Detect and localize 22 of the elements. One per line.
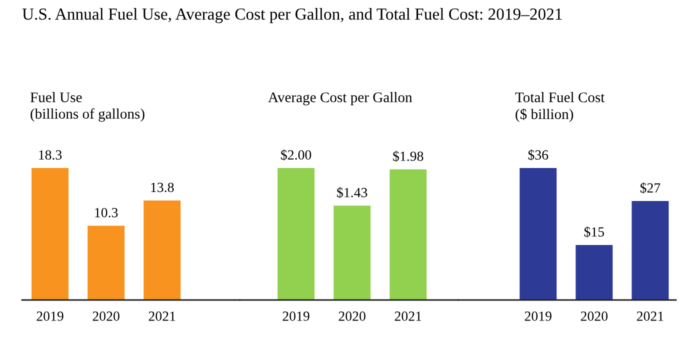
data-label: $36 xyxy=(528,149,548,161)
text: U.S. Annual Fuel Use, Average Cost per Gallon, and Total Fuel Cost: 2019–2021 xyxy=(22,8,562,24)
data-label: $1.43 xyxy=(337,187,368,198)
x-tick-label: 2020 xyxy=(338,312,366,321)
x-tick-label: 2021 xyxy=(148,312,176,321)
data-label: 10.3 xyxy=(95,208,118,218)
data-label: 18.3 xyxy=(39,150,62,160)
data-label: $1.98 xyxy=(393,150,424,162)
data-label: $2.00 xyxy=(281,149,312,161)
x-tick-label: 2021 xyxy=(394,312,422,321)
x-tick-label: 2020 xyxy=(92,312,120,321)
x-tick-label: 2020 xyxy=(580,312,608,321)
data-label: $15 xyxy=(584,226,604,238)
chart-title: Fuel Use (billions of gallons) xyxy=(30,92,144,122)
chart-title: Average Cost per Gallon xyxy=(268,92,412,106)
x-tick-label: 2019 xyxy=(524,312,552,321)
data-label: 13.8 xyxy=(151,182,174,192)
data-label: $27 xyxy=(640,182,660,194)
chart-title: Total Fuel Cost ($ billion) xyxy=(515,92,605,122)
x-tick-label: 2021 xyxy=(636,312,664,321)
x-tick-label: 2019 xyxy=(282,312,310,321)
x-tick-label: 2019 xyxy=(36,312,64,321)
